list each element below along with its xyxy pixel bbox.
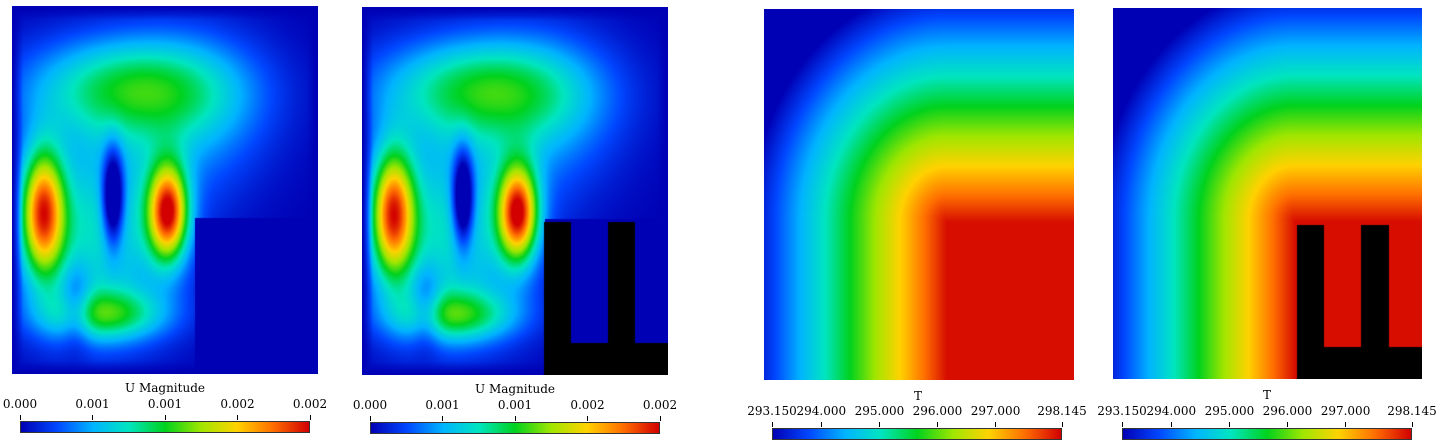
colorbar-tick-mark	[1345, 422, 1347, 427]
colorbar-tick-label: 0.000	[2, 397, 38, 411]
colorbar-tick-label: 295.000	[854, 404, 905, 418]
colorbar-tick-mark	[878, 422, 880, 427]
colorbar-tick-mark	[514, 416, 516, 421]
colorbar-tick-label: 0.001	[425, 398, 460, 412]
colorbar-tick-label: 0.002	[570, 398, 605, 412]
colorbar-tick-mark	[587, 416, 588, 421]
colorbar-tick-mark	[442, 416, 443, 421]
colorbar-tick-mark	[820, 422, 822, 427]
plot-temperature-block: T 293.150 294.000 295.000 296.000 297.000 298…	[745, 0, 1087, 443]
colorbar-tick-mark	[19, 415, 21, 420]
colorbar-tick-mark	[309, 415, 311, 420]
colorbar-title: U Magnitude	[475, 382, 555, 396]
colorbar-tick-mark	[995, 422, 997, 427]
colorbar-tick-mark	[936, 422, 938, 427]
colorbar-tick-mark	[369, 416, 371, 421]
colorbar-tick-mark	[771, 422, 773, 427]
colorbar-tick-label: 0.000	[352, 398, 388, 412]
colorbar	[772, 428, 1062, 440]
velocity-field-heatmap	[362, 7, 668, 375]
colorbar-tick-label: 294.000	[796, 404, 847, 418]
colorbar-tick-label: 0.002	[220, 397, 255, 411]
plot-velocity-fins: U Magnitude 0.000 0.001 0.001 0.002 0.002	[350, 0, 680, 443]
colorbar-tick-label: 297.000	[970, 404, 1021, 418]
colorbar-tick-label: 0.002	[642, 398, 678, 412]
colorbar-tick-mark	[1061, 422, 1063, 427]
colorbar-title: T	[1262, 388, 1272, 402]
colorbar-tick-label: 295.000	[1204, 404, 1255, 418]
colorbar-tick-mark	[164, 415, 166, 420]
colorbar-tick-mark	[659, 416, 661, 421]
colorbar-tick-label: 293.150	[1097, 404, 1147, 418]
colorbar-tick-mark	[1286, 422, 1288, 427]
colorbar-tick-label: 296.000	[1262, 404, 1313, 418]
colorbar-title: T	[913, 389, 923, 403]
colorbar-tick-label: 298.145	[1037, 404, 1087, 418]
plot-velocity-block: U Magnitude 0.000 0.001 0.001 0.002 0.002	[0, 0, 330, 443]
colorbar-tick-mark	[1228, 422, 1230, 427]
colorbar-tick-label: 297.000	[1320, 404, 1371, 418]
colorbar-tick-label: 294.000	[1146, 404, 1197, 418]
velocity-field-heatmap	[12, 6, 318, 374]
colorbar-tick-mark	[1170, 422, 1172, 427]
temperature-field-heatmap	[764, 9, 1074, 380]
colorbar-tick-label: 298.145	[1387, 404, 1437, 418]
plot-temperature-fins: T 293.150 294.000 295.000 296.000 297.000 298…	[1095, 0, 1438, 443]
colorbar	[20, 421, 310, 433]
colorbar-tick-label: 0.001	[75, 397, 110, 411]
colorbar-tick-label: 0.002	[292, 397, 328, 411]
colorbar-tick-label: 0.001	[497, 398, 533, 412]
colorbar-tick-label: 293.150	[747, 404, 797, 418]
temperature-field-heatmap	[1113, 8, 1422, 379]
colorbar	[370, 422, 660, 434]
colorbar-tick-mark	[92, 415, 93, 420]
colorbar-tick-label: 0.001	[147, 397, 183, 411]
colorbar-tick-label: 296.000	[912, 404, 963, 418]
colorbar-tick-mark	[1121, 422, 1123, 427]
colorbar-tick-mark	[1411, 422, 1413, 427]
colorbar-title: U Magnitude	[125, 381, 205, 395]
colorbar-tick-mark	[237, 415, 238, 420]
colorbar	[1122, 428, 1412, 440]
